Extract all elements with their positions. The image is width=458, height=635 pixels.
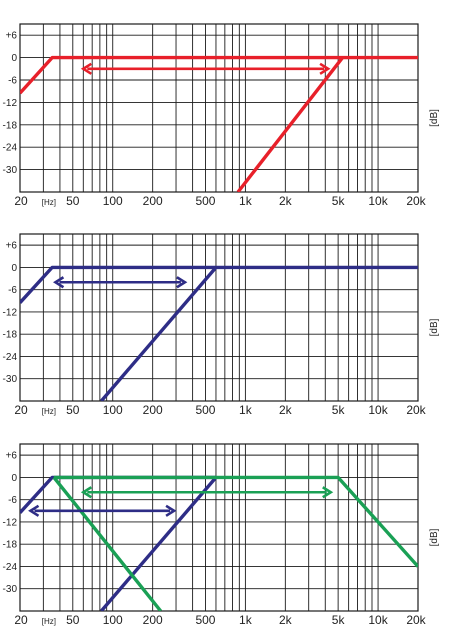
x-tick-label: 20	[14, 613, 28, 627]
x-tick-label: 20	[14, 194, 28, 208]
x-tick-label: 10k	[368, 403, 388, 417]
vertical-gridlines	[42, 234, 379, 401]
plot-frame	[19, 233, 419, 402]
series-line	[20, 265, 418, 304]
y-tick-label: -12	[3, 307, 18, 318]
y-tick-label: -24	[3, 352, 18, 363]
x-tick-label: 200	[143, 194, 163, 208]
x-tick-label: [Hz]	[42, 617, 56, 626]
y-tick-label: 0	[11, 473, 17, 484]
x-tick-label: 5k	[332, 194, 346, 208]
chart-panel-2: +6 0 -6 -12 -18 -24 -30 20 [Hz] 50 100 200 500 1k 2k 5k…	[3, 233, 440, 417]
vertical-gridlines	[42, 444, 379, 611]
x-tick-label: 20k	[406, 403, 426, 417]
series-group	[20, 265, 418, 401]
y-tick-label: -6	[8, 495, 17, 506]
vertical-gridlines	[42, 24, 379, 192]
x-tick-label: 2k	[279, 194, 293, 208]
x-tick-label: 50	[66, 403, 80, 417]
x-tick-label: 2k	[279, 403, 293, 417]
x-tick-label: 10k	[368, 194, 388, 208]
series-line	[52, 476, 163, 611]
x-tick-label: 20	[14, 403, 28, 417]
series-group	[20, 55, 418, 192]
y-tick-label: 0	[11, 53, 17, 64]
x-tick-label: 200	[143, 613, 163, 627]
y-tick-label: +6	[6, 451, 18, 462]
x-tick-label: [Hz]	[42, 198, 56, 207]
x-tick-label: 100	[103, 403, 123, 417]
range-arrow	[80, 62, 331, 75]
plot-frame	[19, 23, 419, 193]
x-tick-label: 50	[66, 194, 80, 208]
y-axis-label: [dB]	[429, 318, 440, 336]
range-arrow	[28, 504, 177, 517]
y-tick-label: -6	[8, 285, 17, 296]
range-arrow	[80, 486, 334, 499]
x-tick-label: 200	[143, 403, 163, 417]
y-tick-label: -18	[3, 540, 18, 551]
y-axis-label: [dB]	[429, 528, 440, 546]
x-tick-label: 20k	[406, 194, 426, 208]
series-line	[236, 56, 344, 192]
range-arrow	[52, 276, 188, 289]
y-axis-label: [dB]	[429, 109, 440, 127]
x-tick-label: 50	[66, 613, 80, 627]
y-tick-label: -12	[3, 98, 18, 109]
x-tick-label: 500	[195, 613, 215, 627]
chart-panel-1: +6 0 -6 -12 -18 -24 -30 20 [Hz] 50 100 200 500 1k 2k 5k…	[3, 23, 440, 208]
y-tick-label: -30	[3, 165, 18, 176]
series-line	[53, 475, 418, 568]
horizontal-gridlines	[20, 244, 418, 380]
series-line	[20, 475, 216, 514]
x-tick-label: 5k	[332, 613, 346, 627]
horizontal-gridlines	[20, 454, 418, 590]
x-tick-label: 500	[195, 403, 215, 417]
x-tick-label: 100	[103, 194, 123, 208]
series-group	[20, 475, 418, 611]
series-line	[20, 55, 418, 95]
x-tick-label: 10k	[368, 613, 388, 627]
y-tick-label: -24	[3, 143, 18, 154]
x-tick-label: 1k	[239, 194, 253, 208]
x-tick-label: [Hz]	[42, 407, 56, 416]
y-tick-label: -30	[3, 584, 18, 595]
x-tick-label: 1k	[239, 613, 253, 627]
x-tick-label: 1k	[239, 403, 253, 417]
x-tick-label: 500	[195, 194, 215, 208]
y-tick-label: +6	[6, 31, 18, 42]
x-tick-label: 5k	[332, 403, 346, 417]
y-tick-label: -24	[3, 562, 18, 573]
horizontal-gridlines	[20, 34, 418, 171]
y-tick-label: -18	[3, 120, 18, 131]
y-tick-label: 0	[11, 263, 17, 274]
series-line	[100, 476, 218, 611]
y-tick-label: -6	[8, 76, 17, 87]
plot-frame	[19, 443, 419, 612]
y-tick-label: +6	[6, 241, 18, 252]
chart-panel-3: +6 0 -6 -12 -18 -24 -30 20 [Hz] 50 100 200 500 1k 2k 5k…	[3, 443, 440, 627]
x-tick-label: 2k	[279, 613, 293, 627]
y-tick-label: -12	[3, 517, 18, 528]
x-tick-label: 100	[103, 613, 123, 627]
y-tick-label: -30	[3, 374, 18, 385]
y-tick-label: -18	[3, 330, 18, 341]
x-tick-label: 20k	[406, 613, 426, 627]
series-line	[100, 266, 218, 401]
